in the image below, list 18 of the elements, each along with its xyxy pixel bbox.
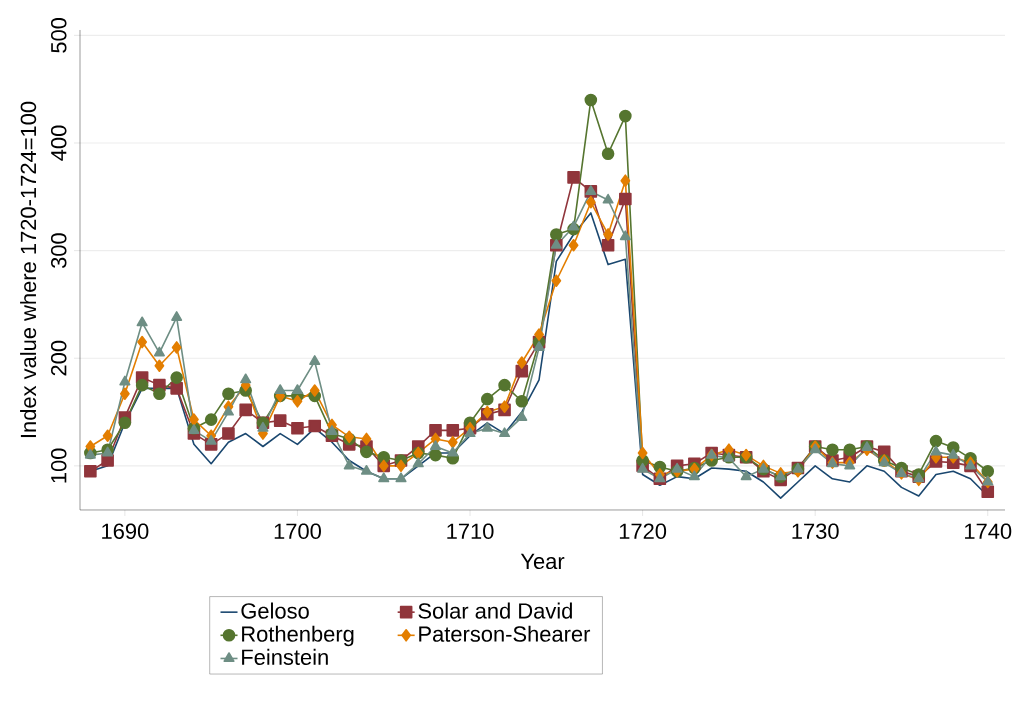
x-tick-label: 1710 (447, 523, 494, 540)
y-axis-title: Index value where 1720-1724=100 (20, 101, 37, 438)
x-tick-label: 1740 (965, 523, 1012, 540)
y-tick-label: 200 (50, 340, 67, 376)
legend-label: Rothenberg (242, 625, 354, 647)
legend-label: Solar and David (418, 602, 572, 619)
y-tick-label: 400 (50, 125, 67, 161)
legend-label: Geloso (241, 602, 309, 619)
x-tick-label: 1690 (102, 523, 149, 540)
x-tick-label: 1700 (274, 523, 321, 540)
x-tick-label: 1720 (619, 523, 667, 540)
y-tick-label: 300 (50, 233, 67, 269)
legend-label: Paterson-Shearer (419, 625, 591, 642)
x-axis-title: Year (520, 553, 565, 570)
legend-label: Feinstein (242, 648, 328, 665)
y-tick-label: 500 (50, 17, 67, 53)
x-tick-label: 1730 (792, 523, 839, 540)
y-tick-label: 100 (50, 448, 67, 483)
